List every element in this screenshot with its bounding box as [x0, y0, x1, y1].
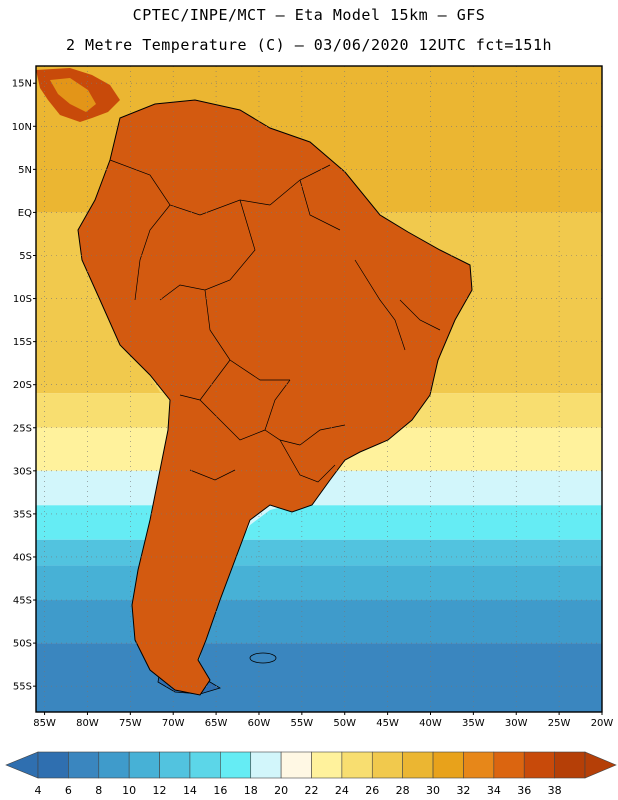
colorbar-swatch-11 — [371, 751, 403, 779]
lon-tick-label: 40W — [419, 718, 442, 729]
colorbar-swatch-15 — [493, 751, 525, 779]
colorbar-label: 10 — [122, 784, 136, 797]
colorbar-swatch-5 — [189, 751, 221, 779]
colorbar-label: 30 — [426, 784, 440, 797]
colorbar-high-arrow — [584, 751, 617, 779]
map-frame — [35, 65, 603, 713]
colorbar-label: 16 — [213, 784, 227, 797]
lon-tick-label: 80W — [76, 718, 99, 729]
colorbar-label: 26 — [365, 784, 379, 797]
lat-tick-label: 5N — [18, 165, 32, 176]
lat-tick-label: 5S — [19, 251, 32, 262]
lat-tick-label: 15N — [12, 79, 32, 90]
colorbar-label: 12 — [153, 784, 167, 797]
colorbar-low-arrow — [5, 751, 39, 779]
colorbar-swatch-3 — [128, 751, 160, 779]
colorbar-label: 32 — [456, 784, 470, 797]
colorbar-label: 14 — [183, 784, 197, 797]
lon-tick-label: 45W — [376, 718, 399, 729]
lat-tick-label: 30S — [13, 466, 32, 477]
lat-tick-label: 25S — [13, 423, 32, 434]
colorbar-label: 6 — [65, 784, 72, 797]
lon-tick-label: 35W — [462, 718, 485, 729]
colorbar-swatch-1 — [68, 751, 100, 779]
lon-tick-label: 20W — [591, 718, 614, 729]
lon-tick-label: 75W — [119, 718, 142, 729]
lon-tick-label: 65W — [205, 718, 228, 729]
colorbar-label: 38 — [548, 784, 562, 797]
central-america-highlands — [50, 78, 96, 112]
title-line-2: 2 Metre Temperature (C) – 03/06/2020 12U… — [65, 36, 553, 54]
colorbar-swatch-13 — [432, 751, 464, 779]
lat-tick-label: 45S — [13, 596, 32, 607]
colorbar-label: 18 — [244, 784, 258, 797]
lon-tick-label: 85W — [33, 718, 56, 729]
colorbar-swatch-8 — [280, 751, 312, 779]
title-line-1: CPTEC/INPE/MCT – Eta Model 15km – GFS — [132, 6, 486, 24]
ocean-band-9 — [36, 643, 602, 712]
ocean-band-7 — [36, 565, 602, 601]
lat-tick-label: 10S — [13, 294, 32, 305]
lat-tick-label: 40S — [13, 552, 32, 563]
colorbar-label: 20 — [274, 784, 288, 797]
colorbar-label: 4 — [35, 784, 42, 797]
lon-tick-label: 70W — [162, 718, 185, 729]
longitude-labels: 85W 80W 75W 70W 65W 60W 55W 50W 45W 40W 35W 30W 25W 2… — [33, 712, 613, 729]
lat-tick-label: EQ — [18, 208, 32, 219]
lon-tick-label: 50W — [333, 718, 356, 729]
ocean-band-5 — [36, 505, 602, 540]
lon-tick-label: 30W — [505, 718, 528, 729]
ocean-band-6 — [36, 539, 602, 566]
lon-tick-label: 25W — [548, 718, 571, 729]
colorbar-label: 22 — [305, 784, 319, 797]
colorbar-swatch-0 — [37, 751, 69, 779]
colorbar-swatch-2 — [98, 751, 130, 779]
colorbar-label: 28 — [396, 784, 410, 797]
colorbar: 4 6 8 10 12 14 16 18 20 22 24 26 28 30 32 34 36 38 — [5, 751, 617, 797]
colorbar-label: 8 — [95, 784, 102, 797]
colorbar-swatch-17 — [554, 751, 586, 779]
colorbar-label: 34 — [487, 784, 501, 797]
falkland-islands — [249, 652, 277, 664]
lat-tick-label: 20S — [13, 380, 32, 391]
country-borders — [109, 159, 441, 483]
colorbar-swatch-12 — [402, 751, 434, 779]
lon-tick-label: 60W — [248, 718, 271, 729]
colorbar-swatch-10 — [341, 751, 373, 779]
ocean-band-8 — [36, 600, 602, 644]
colorbar-swatch-7 — [250, 751, 282, 779]
colorbar-swatch-16 — [523, 751, 555, 779]
colorbar-label: 36 — [517, 784, 531, 797]
lon-tick-label: 55W — [291, 718, 314, 729]
lat-tick-label: 10N — [12, 122, 32, 133]
colorbar-swatch-9 — [311, 751, 343, 779]
colorbar-label: 24 — [335, 784, 349, 797]
lat-tick-label: 50S — [13, 639, 32, 650]
colorbar-swatch-4 — [159, 751, 191, 779]
colorbar-swatch-14 — [463, 751, 495, 779]
colorbar-swatch-6 — [220, 751, 252, 779]
latitude-labels: 15N 10N 5N EQ 5S 10S 15S 20S 25S 30S 35S 40S 45S 50S 5… — [12, 79, 36, 693]
lat-tick-label: 55S — [13, 682, 32, 693]
lat-tick-label: 35S — [13, 509, 32, 520]
lat-tick-label: 15S — [13, 337, 32, 348]
